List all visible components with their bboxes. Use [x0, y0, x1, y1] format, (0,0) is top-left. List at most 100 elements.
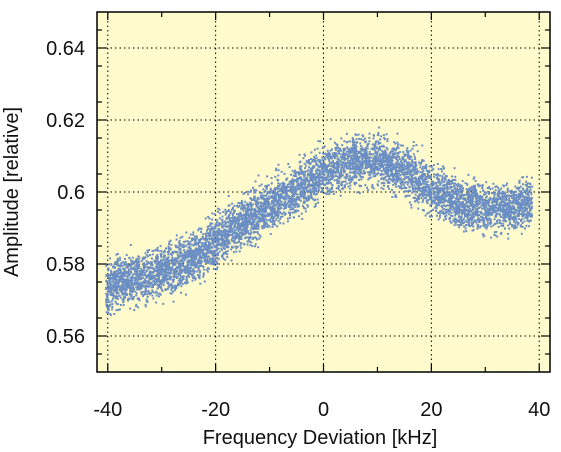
data-point [377, 180, 380, 183]
data-point [149, 254, 152, 257]
data-point [299, 187, 302, 190]
data-point [468, 206, 470, 209]
data-point [314, 203, 317, 205]
data-point [518, 189, 521, 192]
data-point [310, 151, 313, 154]
data-point [334, 147, 337, 149]
data-point [183, 266, 186, 269]
data-point [258, 234, 261, 236]
data-point [289, 216, 291, 219]
data-point [520, 202, 523, 205]
data-point [382, 134, 385, 137]
data-point [322, 161, 325, 164]
data-point [129, 244, 132, 246]
data-point [167, 245, 170, 248]
data-point [269, 203, 272, 206]
data-point [198, 277, 201, 280]
data-point [156, 265, 159, 268]
data-point [508, 202, 511, 205]
data-point [403, 153, 406, 156]
data-point [267, 203, 270, 206]
data-point [380, 178, 383, 181]
data-point [334, 162, 337, 165]
data-point [255, 189, 258, 192]
data-point [454, 209, 457, 211]
data-point [188, 259, 191, 262]
data-point [198, 250, 201, 253]
data-point [213, 252, 216, 255]
data-point [156, 246, 159, 249]
data-point [195, 270, 198, 273]
data-point [327, 182, 330, 185]
data-point [365, 167, 368, 169]
data-point [247, 193, 250, 196]
data-point [162, 251, 165, 254]
data-point [466, 216, 469, 219]
data-point [461, 220, 463, 223]
data-point [525, 202, 527, 205]
data-point [313, 160, 316, 162]
data-point [333, 155, 336, 158]
data-point [357, 133, 360, 136]
data-point [454, 175, 457, 178]
data-point [385, 146, 388, 149]
data-point [370, 169, 373, 172]
data-point [138, 256, 141, 259]
data-point [244, 232, 247, 234]
data-point [256, 198, 259, 201]
data-point [414, 190, 417, 193]
data-point [394, 195, 397, 198]
data-point [458, 201, 461, 204]
data-point [227, 204, 230, 207]
data-point [342, 166, 345, 169]
data-point [499, 207, 502, 210]
data-point [511, 216, 514, 219]
data-point [529, 219, 532, 222]
data-point [365, 159, 368, 162]
data-point [113, 270, 116, 273]
data-point [258, 237, 261, 240]
data-point [147, 267, 150, 269]
data-point [463, 225, 466, 228]
data-point [175, 266, 178, 269]
data-point [236, 213, 238, 216]
data-point [437, 191, 440, 194]
data-point [508, 221, 511, 224]
data-point [152, 276, 155, 279]
data-point [212, 241, 215, 244]
data-point [426, 174, 429, 177]
data-point [450, 199, 453, 202]
data-point [410, 203, 413, 206]
data-point [166, 256, 169, 259]
data-point [378, 168, 381, 171]
data-point [145, 280, 148, 283]
data-point [505, 184, 508, 187]
data-point [351, 179, 354, 182]
data-point [317, 164, 320, 167]
data-point [403, 177, 406, 180]
data-point [276, 225, 279, 228]
data-point [398, 170, 400, 172]
data-point [464, 213, 466, 216]
data-point [229, 212, 232, 215]
data-point [212, 250, 215, 253]
data-point [138, 263, 141, 266]
data-point [314, 178, 316, 181]
data-point [260, 183, 263, 186]
data-point [352, 146, 354, 149]
data-point [462, 187, 464, 190]
data-point [392, 191, 395, 194]
data-point [370, 156, 372, 159]
data-point [176, 253, 179, 256]
data-point [428, 189, 431, 192]
data-point [273, 221, 275, 224]
data-point [239, 211, 242, 214]
data-point [253, 195, 256, 198]
data-point [202, 237, 205, 240]
data-point [305, 170, 308, 173]
data-point [422, 182, 425, 185]
data-point [409, 155, 412, 158]
data-point [372, 161, 375, 164]
data-point [338, 148, 341, 151]
data-point [497, 225, 500, 228]
